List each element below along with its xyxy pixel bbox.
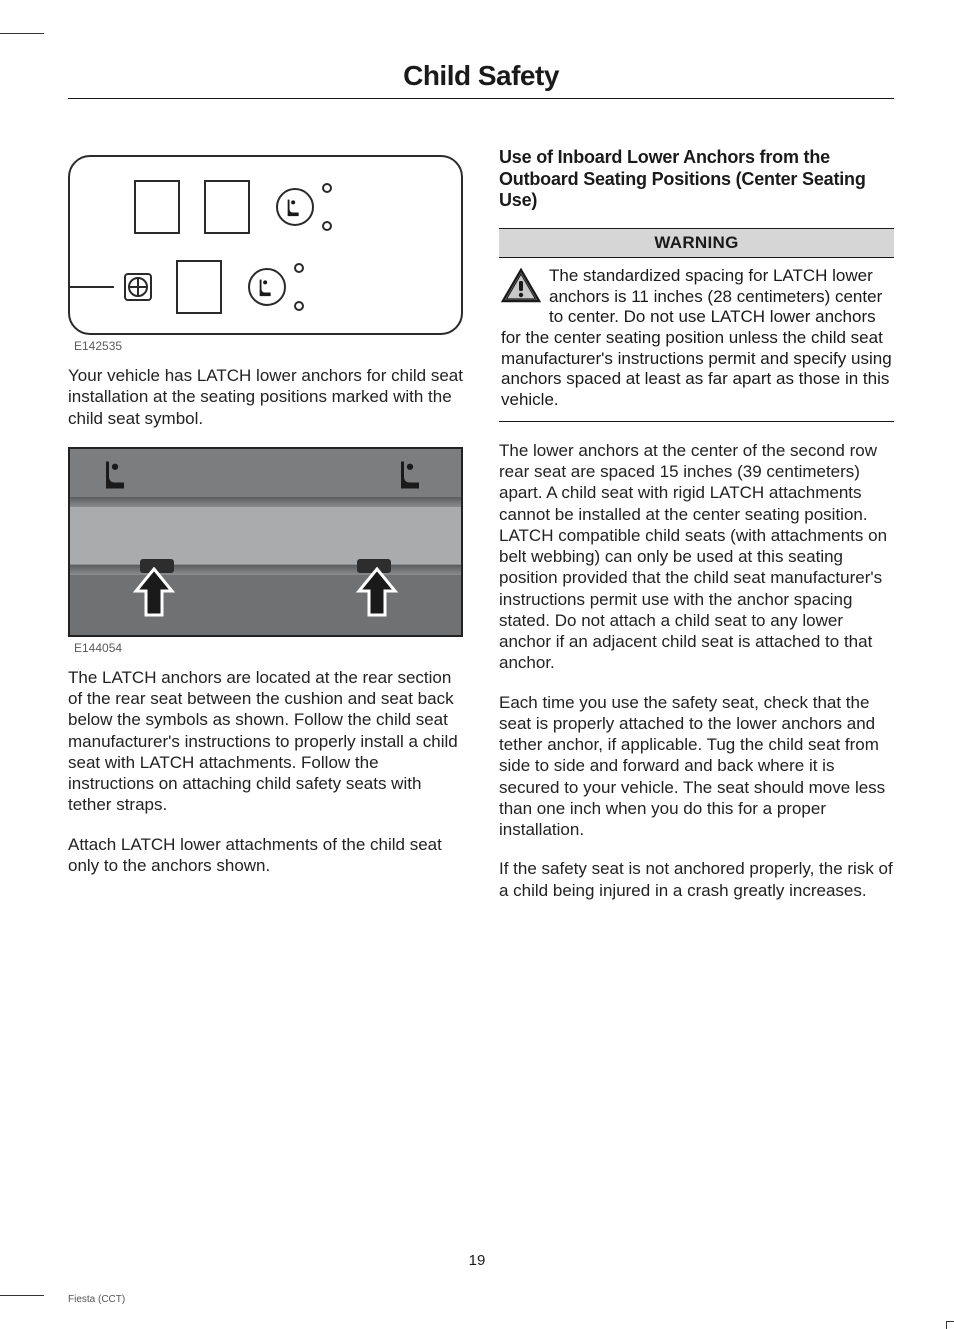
warning-header: WARNING [499,229,894,258]
anchor-dot [322,183,332,193]
paragraph: Your vehicle has LATCH lower anchors for… [68,365,463,429]
paragraph: The lower anchors at the center of the s… [499,440,894,674]
steering-wheel-icon [124,273,152,301]
paragraph: If the safety seat is not anchored prope… [499,858,894,901]
child-seat-icon [395,457,431,498]
warning-icon [501,268,541,310]
figure-latch-anchor-location: E144054 [68,447,463,655]
page-title: Child Safety [68,60,894,92]
warning-block: WARNING The standardized spacing for LAT… [499,228,894,422]
section-heading: Use of Inboard Lower Anchors from the Ou… [499,147,894,212]
rear-seat-box [176,260,222,314]
seat-map-row-rear [70,257,461,317]
child-seat-icon [100,457,136,498]
crop-mark-bottom-right [946,1321,954,1329]
anchor-dot [294,263,304,273]
warning-text: The standardized spacing for LATCH lower… [501,266,892,409]
right-column: Use of Inboard Lower Anchors from the Ou… [499,147,894,919]
page-number: 19 [0,1252,954,1269]
left-column: E142535 Your vehicle has LATCH lower anc… [68,147,463,919]
figure-latch-seat-map: E142535 [68,155,463,353]
title-underline [68,98,894,99]
paragraph: Each time you use the safety seat, check… [499,692,894,841]
child-seat-glyph [284,196,306,218]
upper-anchor-dots [322,183,332,231]
child-seat-glyph [256,276,278,298]
crop-mark-top-left [0,0,44,34]
paragraph: The LATCH anchors are located at the rea… [68,667,463,816]
seat-seam [70,565,461,575]
lower-anchor-dots [294,263,304,311]
figure-caption: E142535 [74,339,463,353]
up-arrow-icon [132,567,176,621]
figure-caption: E144054 [74,641,463,655]
warning-body: The standardized spacing for LATCH lower… [499,258,894,411]
leader-line [70,286,114,289]
child-seat-icon [276,188,314,226]
anchor-dot [322,221,332,231]
seat-map-diagram [68,155,463,335]
child-seat-icon [248,268,286,306]
content-columns: E142535 Your vehicle has LATCH lower anc… [68,147,894,919]
document-id: Fiesta (CCT) [68,1294,125,1305]
front-seat-box [134,180,180,234]
crop-mark-bottom-left [0,1295,44,1329]
front-seat-box [204,180,250,234]
seat-map-row-front [70,177,461,237]
up-arrow-icon [355,567,399,621]
anchor-dot [294,301,304,311]
rear-seat-anchor-illustration [68,447,463,637]
seat-seam [70,497,461,507]
paragraph: Attach LATCH lower attachments of the ch… [68,834,463,877]
